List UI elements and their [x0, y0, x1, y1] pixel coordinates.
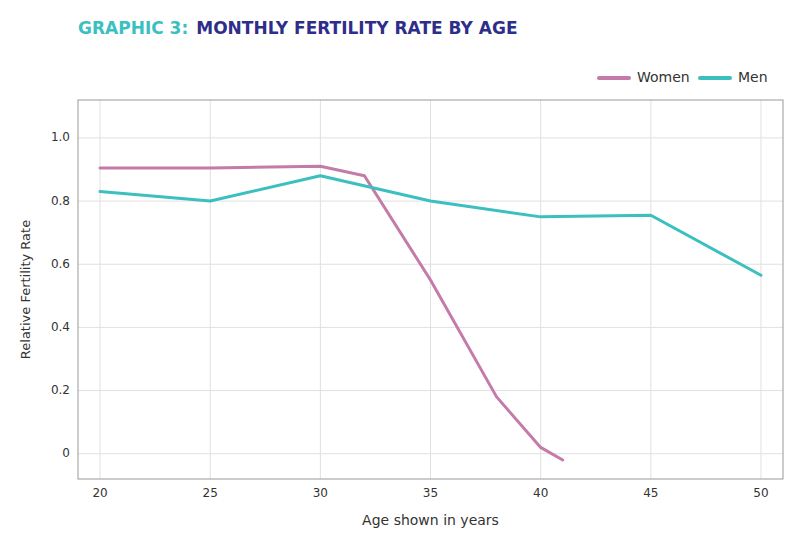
subtitle: MONTHLY FERTILITY RATE BY AGE	[196, 18, 517, 38]
x-grid-line	[540, 100, 541, 479]
legend-swatch	[599, 76, 629, 80]
x-grid-line	[100, 100, 101, 479]
plot-frame	[78, 100, 783, 479]
x-tick-label: 35	[423, 486, 438, 500]
tick-labels: 0 0.2 0.4 0.6 0.8 1.0 20 25 30 35 40 45 50	[51, 130, 769, 500]
x-grid-line	[650, 100, 651, 479]
x-axis-label: Age shown in years	[362, 512, 499, 528]
y-tick-label: 1.0	[51, 130, 70, 144]
legend-label: Women	[637, 69, 690, 85]
chart-svg: GRAPHIC 3: MONTHLY FERTILITY RATE BY AGE 0…	[0, 0, 811, 541]
x-tick-label: 30	[313, 486, 328, 500]
y-tick-label: 0	[62, 446, 70, 460]
legend-swatch	[700, 76, 730, 80]
title: GRAPHIC 3:	[78, 18, 188, 38]
x-grid-line	[430, 100, 431, 479]
x-tick-label: 45	[643, 486, 658, 500]
x-tick-label: 20	[92, 486, 107, 500]
y-tick-label: 0.8	[51, 194, 70, 208]
x-grid-line	[760, 100, 761, 479]
title-line: GRAPHIC 3: MONTHLY FERTILITY RATE BY AGE	[78, 18, 518, 38]
x-tick-label: 50	[753, 486, 768, 500]
y-tick-label: 0.4	[51, 320, 70, 334]
y-tick-label: 0.6	[51, 257, 70, 271]
x-tick-label: 40	[533, 486, 548, 500]
series-lines	[100, 166, 761, 460]
y-tick-label: 0.2	[51, 383, 70, 397]
series-line	[100, 176, 761, 275]
x-grid-line	[320, 100, 321, 479]
y-axis-label: Relative Fertility Rate	[18, 220, 33, 359]
chart-container: GRAPHIC 3: MONTHLY FERTILITY RATE BY AGE 0…	[0, 0, 811, 541]
x-tick-label: 25	[203, 486, 218, 500]
legend-label: Men	[738, 69, 768, 85]
grid	[78, 100, 783, 479]
x-grid-line	[210, 100, 211, 479]
page: {"chart_data": {"type": "line", "title":…	[0, 0, 811, 541]
legend: Women Men	[599, 69, 768, 85]
